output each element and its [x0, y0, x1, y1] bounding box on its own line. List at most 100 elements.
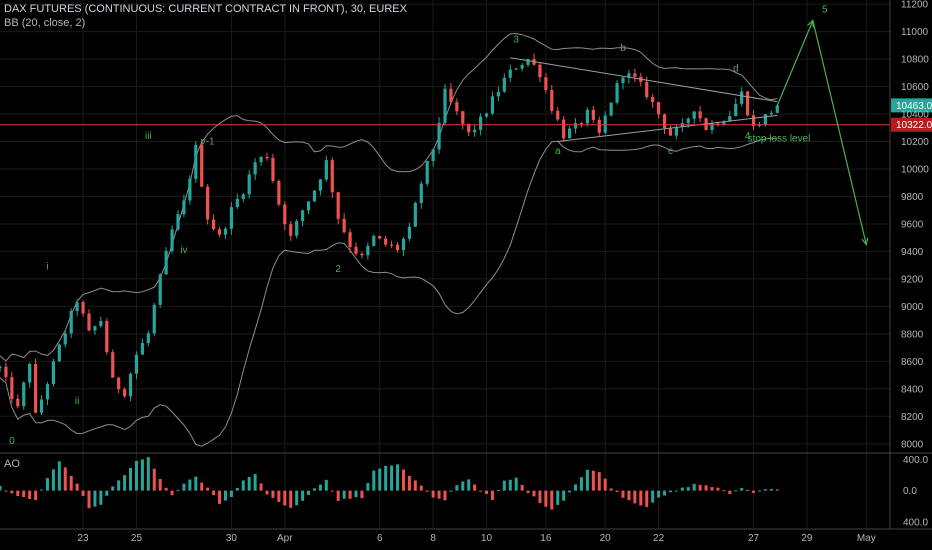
y-tick-label: 10000 [901, 164, 929, 175]
x-tick-label: 20 [600, 533, 612, 544]
ao-bar [384, 465, 388, 491]
stop-price-badge-text: 10322.0 [896, 120, 932, 131]
candle-body [473, 129, 477, 133]
ao-bar [668, 490, 672, 493]
candle-body [378, 235, 382, 239]
candle-body [740, 91, 744, 104]
ao-bar [390, 465, 394, 491]
projection-arrowhead-down [861, 237, 869, 246]
ao-bar [4, 490, 8, 492]
ao-bar [16, 490, 20, 496]
candle-body [538, 64, 542, 78]
x-tick-label: 29 [801, 533, 813, 544]
ao-bar [740, 488, 744, 491]
y-tick-label: 10400 [901, 110, 929, 121]
wave-label-i: i [46, 261, 48, 272]
ao-bar [28, 490, 32, 500]
candle-body [716, 123, 720, 125]
ao-bar [550, 490, 554, 510]
ao-bar [81, 490, 85, 496]
osc-tick-label: 400.0 [903, 517, 928, 528]
ao-bar [775, 489, 779, 491]
candle-body [336, 192, 340, 219]
candle-body [508, 69, 512, 78]
ao-bar [514, 477, 518, 491]
ao-bar [105, 490, 109, 496]
ao-bar [633, 490, 637, 504]
ao-bar [247, 476, 251, 491]
wave-label-iv: iv [180, 245, 187, 256]
candle-body [384, 238, 388, 245]
candle-body [330, 160, 334, 193]
candle-body [241, 194, 245, 200]
last-price-badge-text: 10463.0 [896, 101, 932, 112]
candle-body [443, 88, 447, 123]
candle-body [526, 59, 530, 65]
ao-indicator-label[interactable]: AO [4, 458, 20, 470]
candle-body [698, 111, 702, 119]
candle-body [170, 229, 174, 251]
ao-bar [425, 490, 429, 492]
ao-bar [680, 487, 684, 491]
candle-body [520, 64, 524, 69]
x-tick-label: 22 [653, 533, 665, 544]
ao-bar [579, 477, 583, 491]
candle-body [140, 343, 144, 355]
candle-body [295, 221, 299, 236]
x-tick-label: 8 [430, 533, 436, 544]
ao-bar [295, 490, 299, 506]
candle-body [212, 219, 216, 230]
candle-body [431, 149, 435, 161]
ao-bar [455, 485, 459, 491]
ao-bar [621, 490, 625, 498]
candle-body [550, 90, 554, 111]
ao-bar [45, 478, 49, 491]
y-tick-label: 9000 [901, 302, 924, 313]
y-tick-label: 9200 [901, 274, 924, 285]
candle-body [514, 68, 518, 70]
ao-bar [508, 479, 512, 491]
ao-bar [757, 490, 761, 492]
y-tick-label: 9400 [901, 247, 924, 258]
wave-label-v-1: v-1 [201, 136, 215, 147]
ao-bar [235, 488, 239, 491]
candle-body [51, 361, 55, 385]
candle-body [265, 156, 269, 159]
ao-bar [152, 468, 156, 491]
candle-body [223, 228, 228, 235]
ao-bar [51, 469, 55, 491]
triangle-upper-trendline [510, 57, 778, 103]
candle-body [277, 181, 281, 205]
ao-bar [259, 483, 263, 491]
ao-bar [467, 479, 471, 491]
candle-body [134, 354, 139, 374]
ao-bar [645, 490, 649, 507]
ao-bar [206, 487, 210, 491]
candle-body [146, 333, 150, 344]
ao-bar [40, 489, 44, 491]
x-tick-label: 27 [748, 533, 760, 544]
wave-label-4: 4 [745, 131, 751, 142]
candle-body [111, 352, 115, 378]
ao-bar [728, 490, 732, 495]
ao-bar [212, 490, 216, 496]
y-tick-label: 8600 [901, 357, 924, 368]
bb-indicator-label[interactable]: BB (20, close, 2) [4, 17, 86, 29]
ao-bar [318, 484, 322, 491]
candle-body [585, 109, 589, 124]
candle-body [674, 127, 678, 136]
ao-bar [34, 490, 38, 501]
candle-body [479, 116, 483, 130]
ao-bar [93, 490, 97, 507]
candle-body [306, 201, 311, 211]
ao-bar [200, 482, 204, 491]
candle-body [289, 224, 293, 236]
candle-body [188, 178, 192, 201]
ao-bar [704, 485, 708, 491]
candle-body [668, 127, 673, 136]
candle-body [57, 344, 61, 362]
candle-body [312, 190, 317, 202]
ao-bar [194, 476, 198, 491]
